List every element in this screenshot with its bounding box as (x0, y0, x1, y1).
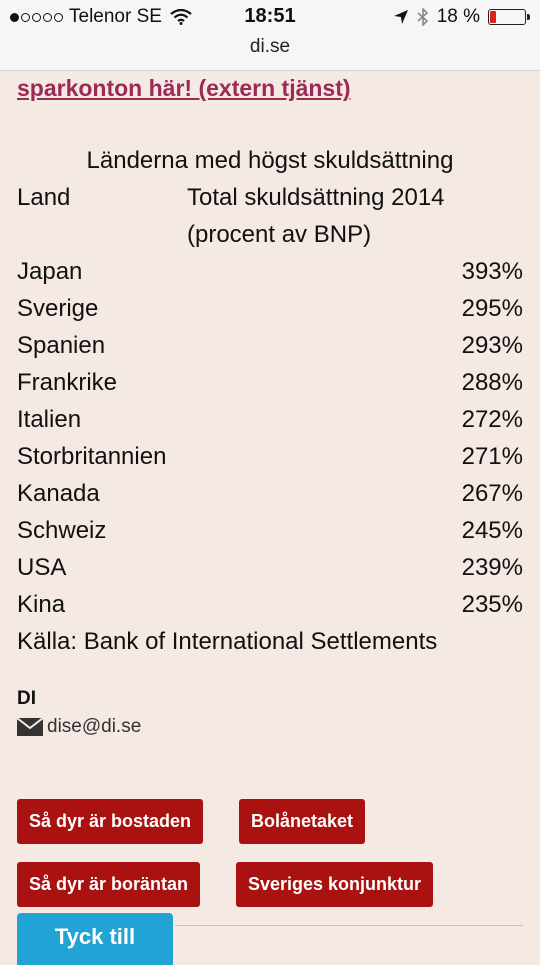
table-row: Schweiz 245% (17, 512, 523, 549)
status-right: 18 % (393, 6, 530, 28)
bluetooth-icon (417, 8, 428, 26)
table-row: Japan 393% (17, 253, 523, 290)
button-house-prices[interactable]: Så dyr är bostaden (17, 799, 204, 844)
debt-value: 239% (461, 554, 523, 581)
battery-percent: 18 % (436, 6, 480, 27)
button-mortgage-rates[interactable]: Så dyr är boräntan (17, 862, 201, 907)
country-name: Spanien (17, 332, 106, 359)
table-row: Kanada 267% (17, 475, 523, 512)
table-source: Källa: Bank of International Settlements (17, 628, 438, 655)
debt-value: 393% (461, 258, 523, 285)
country-name: Kanada (17, 480, 100, 507)
debt-value: 272% (461, 406, 523, 433)
clock: 18:51 (244, 5, 296, 27)
debt-value: 293% (461, 332, 523, 359)
debt-value: 267% (461, 480, 523, 507)
status-bar: Telenor SE 18:51 18 % di.se (0, 0, 540, 71)
country-name: Sverige (17, 295, 99, 322)
country-name: Frankrike (17, 369, 118, 396)
author-email-link[interactable]: dise@di.se (17, 716, 523, 738)
divider (175, 925, 523, 926)
debt-value: 235% (461, 591, 523, 618)
column-header-total-debt: Total skuldsättning 2014 (procent av BNP… (187, 179, 523, 253)
carrier-name: Telenor SE (69, 6, 162, 27)
table-row: Sverige 295% (17, 290, 523, 327)
battery-icon (488, 9, 530, 25)
author-email: dise@di.se (47, 716, 142, 737)
table-row: Frankrike 288% (17, 364, 523, 401)
article-content: sparkonton här! (extern tjänst) Länderna… (17, 70, 523, 738)
location-arrow-icon (393, 10, 408, 24)
status-left: Telenor SE (10, 6, 192, 28)
table-body: Japan 393% Sverige 295% Spanien 293% Frankr… (17, 253, 523, 623)
author-name: DI (17, 688, 36, 709)
debt-value: 295% (461, 295, 523, 322)
button-mortgage-cap[interactable]: Bolånetaket (239, 799, 366, 844)
feedback-button[interactable]: Tyck till (17, 913, 173, 965)
table-row: Storbritannien 271% (17, 438, 523, 475)
signal-strength-icon (10, 12, 63, 22)
battery-level (490, 11, 497, 23)
button-swedish-economy[interactable]: Sveriges konjunktur (236, 862, 434, 907)
table-row: Italien 272% (17, 401, 523, 438)
address-bar-url[interactable]: di.se (249, 36, 291, 57)
country-name: USA (17, 554, 67, 581)
table-row: USA 239% (17, 549, 523, 586)
column-header-line1: Total skuldsättning 2014 (187, 184, 445, 211)
debt-value: 271% (461, 443, 523, 470)
table-title: Länderna med högst skuldsättning (86, 147, 454, 174)
column-header-country: Land (17, 184, 71, 211)
table-header: Land Total skuldsättning 2014 (procent a… (17, 179, 523, 253)
table-row: Kina 235% (17, 586, 523, 623)
country-name: Japan (17, 258, 83, 285)
table-row: Spanien 293% (17, 327, 523, 364)
debt-value: 288% (461, 369, 523, 396)
country-name: Kina (17, 591, 66, 618)
external-service-link[interactable]: sparkonton här! (extern tjänst) (17, 75, 351, 101)
wifi-icon (170, 9, 192, 25)
country-name: Schweiz (17, 517, 107, 544)
country-name: Storbritannien (17, 443, 167, 470)
column-header-line2: (procent av BNP) (187, 221, 372, 248)
country-name: Italien (17, 406, 82, 433)
debt-value: 245% (461, 517, 523, 544)
envelope-icon (17, 718, 43, 736)
